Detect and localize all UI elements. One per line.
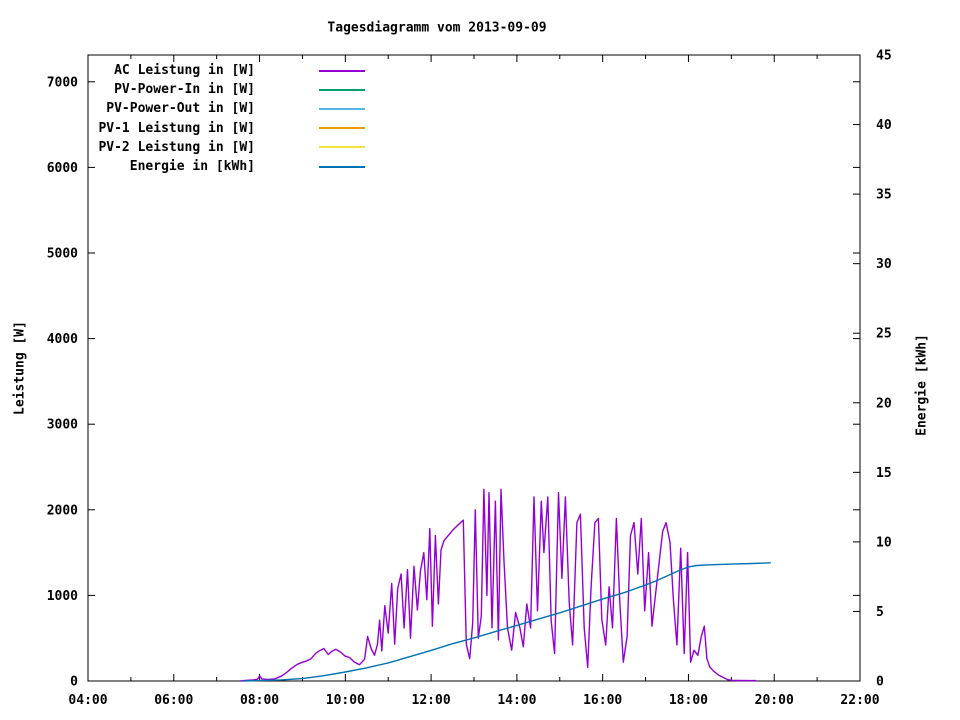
legend-label: PV-2 Leistung in [W] (98, 139, 255, 155)
y2-tick-label: 35 (876, 188, 892, 203)
series-line-energie-in-kwh (242, 562, 771, 682)
x-tick-label: 10:00 (326, 693, 365, 708)
legend-label: PV-Power-Out in [W] (106, 101, 255, 117)
legend-line-sample (319, 165, 365, 168)
y-tick-label: 2000 (47, 503, 78, 518)
x-tick-label: 14:00 (497, 693, 536, 708)
y2-tick-label: 25 (876, 327, 892, 342)
x-tick-label: 18:00 (669, 693, 708, 708)
y2-tick-label: 15 (876, 466, 892, 481)
y2-tick-label: 45 (876, 49, 892, 64)
y-tick-label: 1000 (47, 589, 78, 604)
legend-line-sample (319, 69, 365, 72)
legend: AC Leistung in [W] PV-Power-In in [W] PV-P… (93, 61, 365, 176)
legend-label: AC Leistung in [W] (114, 63, 255, 79)
legend-row: PV-Power-In in [W] (93, 80, 365, 99)
legend-line-sample (319, 146, 365, 149)
y-tick-label: 6000 (47, 161, 78, 176)
y-axis-label: Leistung [W] (12, 321, 28, 415)
x-tick-label: 08:00 (240, 693, 279, 708)
x-tick-label: 04:00 (68, 693, 107, 708)
y2-tick-label: 40 (876, 118, 892, 133)
legend-line-sample (319, 88, 365, 91)
series-line-ac-leistung-in-w (240, 488, 757, 682)
legend-label: Energie in [kWh] (129, 159, 255, 175)
x-tick-label: 22:00 (840, 693, 879, 708)
legend-row: PV-2 Leistung in [W] (93, 138, 365, 157)
y2-tick-label: 30 (876, 257, 892, 272)
y-tick-label: 4000 (47, 332, 78, 347)
legend-row: PV-Power-Out in [W] (93, 99, 365, 118)
legend-line-sample (319, 107, 365, 110)
x-tick-label: 12:00 (412, 693, 451, 708)
x-tick-label: 16:00 (583, 693, 622, 708)
legend-label: PV-1 Leistung in [W] (98, 120, 255, 136)
y2-tick-label: 5 (876, 605, 884, 620)
legend-label: PV-Power-In in [W] (114, 82, 255, 98)
y2-tick-label: 0 (876, 675, 884, 690)
legend-row: PV-1 Leistung in [W] (93, 119, 365, 138)
x-tick-label: 20:00 (755, 693, 794, 708)
legend-line-sample (319, 127, 365, 130)
y2-tick-label: 20 (876, 396, 892, 411)
legend-row: AC Leistung in [W] (93, 61, 365, 80)
y-tick-label: 7000 (47, 75, 78, 90)
legend-row: Energie in [kWh] (93, 157, 365, 176)
chart-title: Tagesdiagramm vom 2013-09-09 (327, 20, 547, 36)
x-tick-label: 06:00 (154, 693, 193, 708)
y-tick-label: 5000 (47, 246, 78, 261)
y-tick-label: 0 (70, 675, 78, 690)
y-tick-label: 3000 (47, 418, 78, 433)
y2-axis-label: Energie [kWh] (914, 334, 930, 436)
y2-tick-label: 10 (876, 535, 892, 550)
